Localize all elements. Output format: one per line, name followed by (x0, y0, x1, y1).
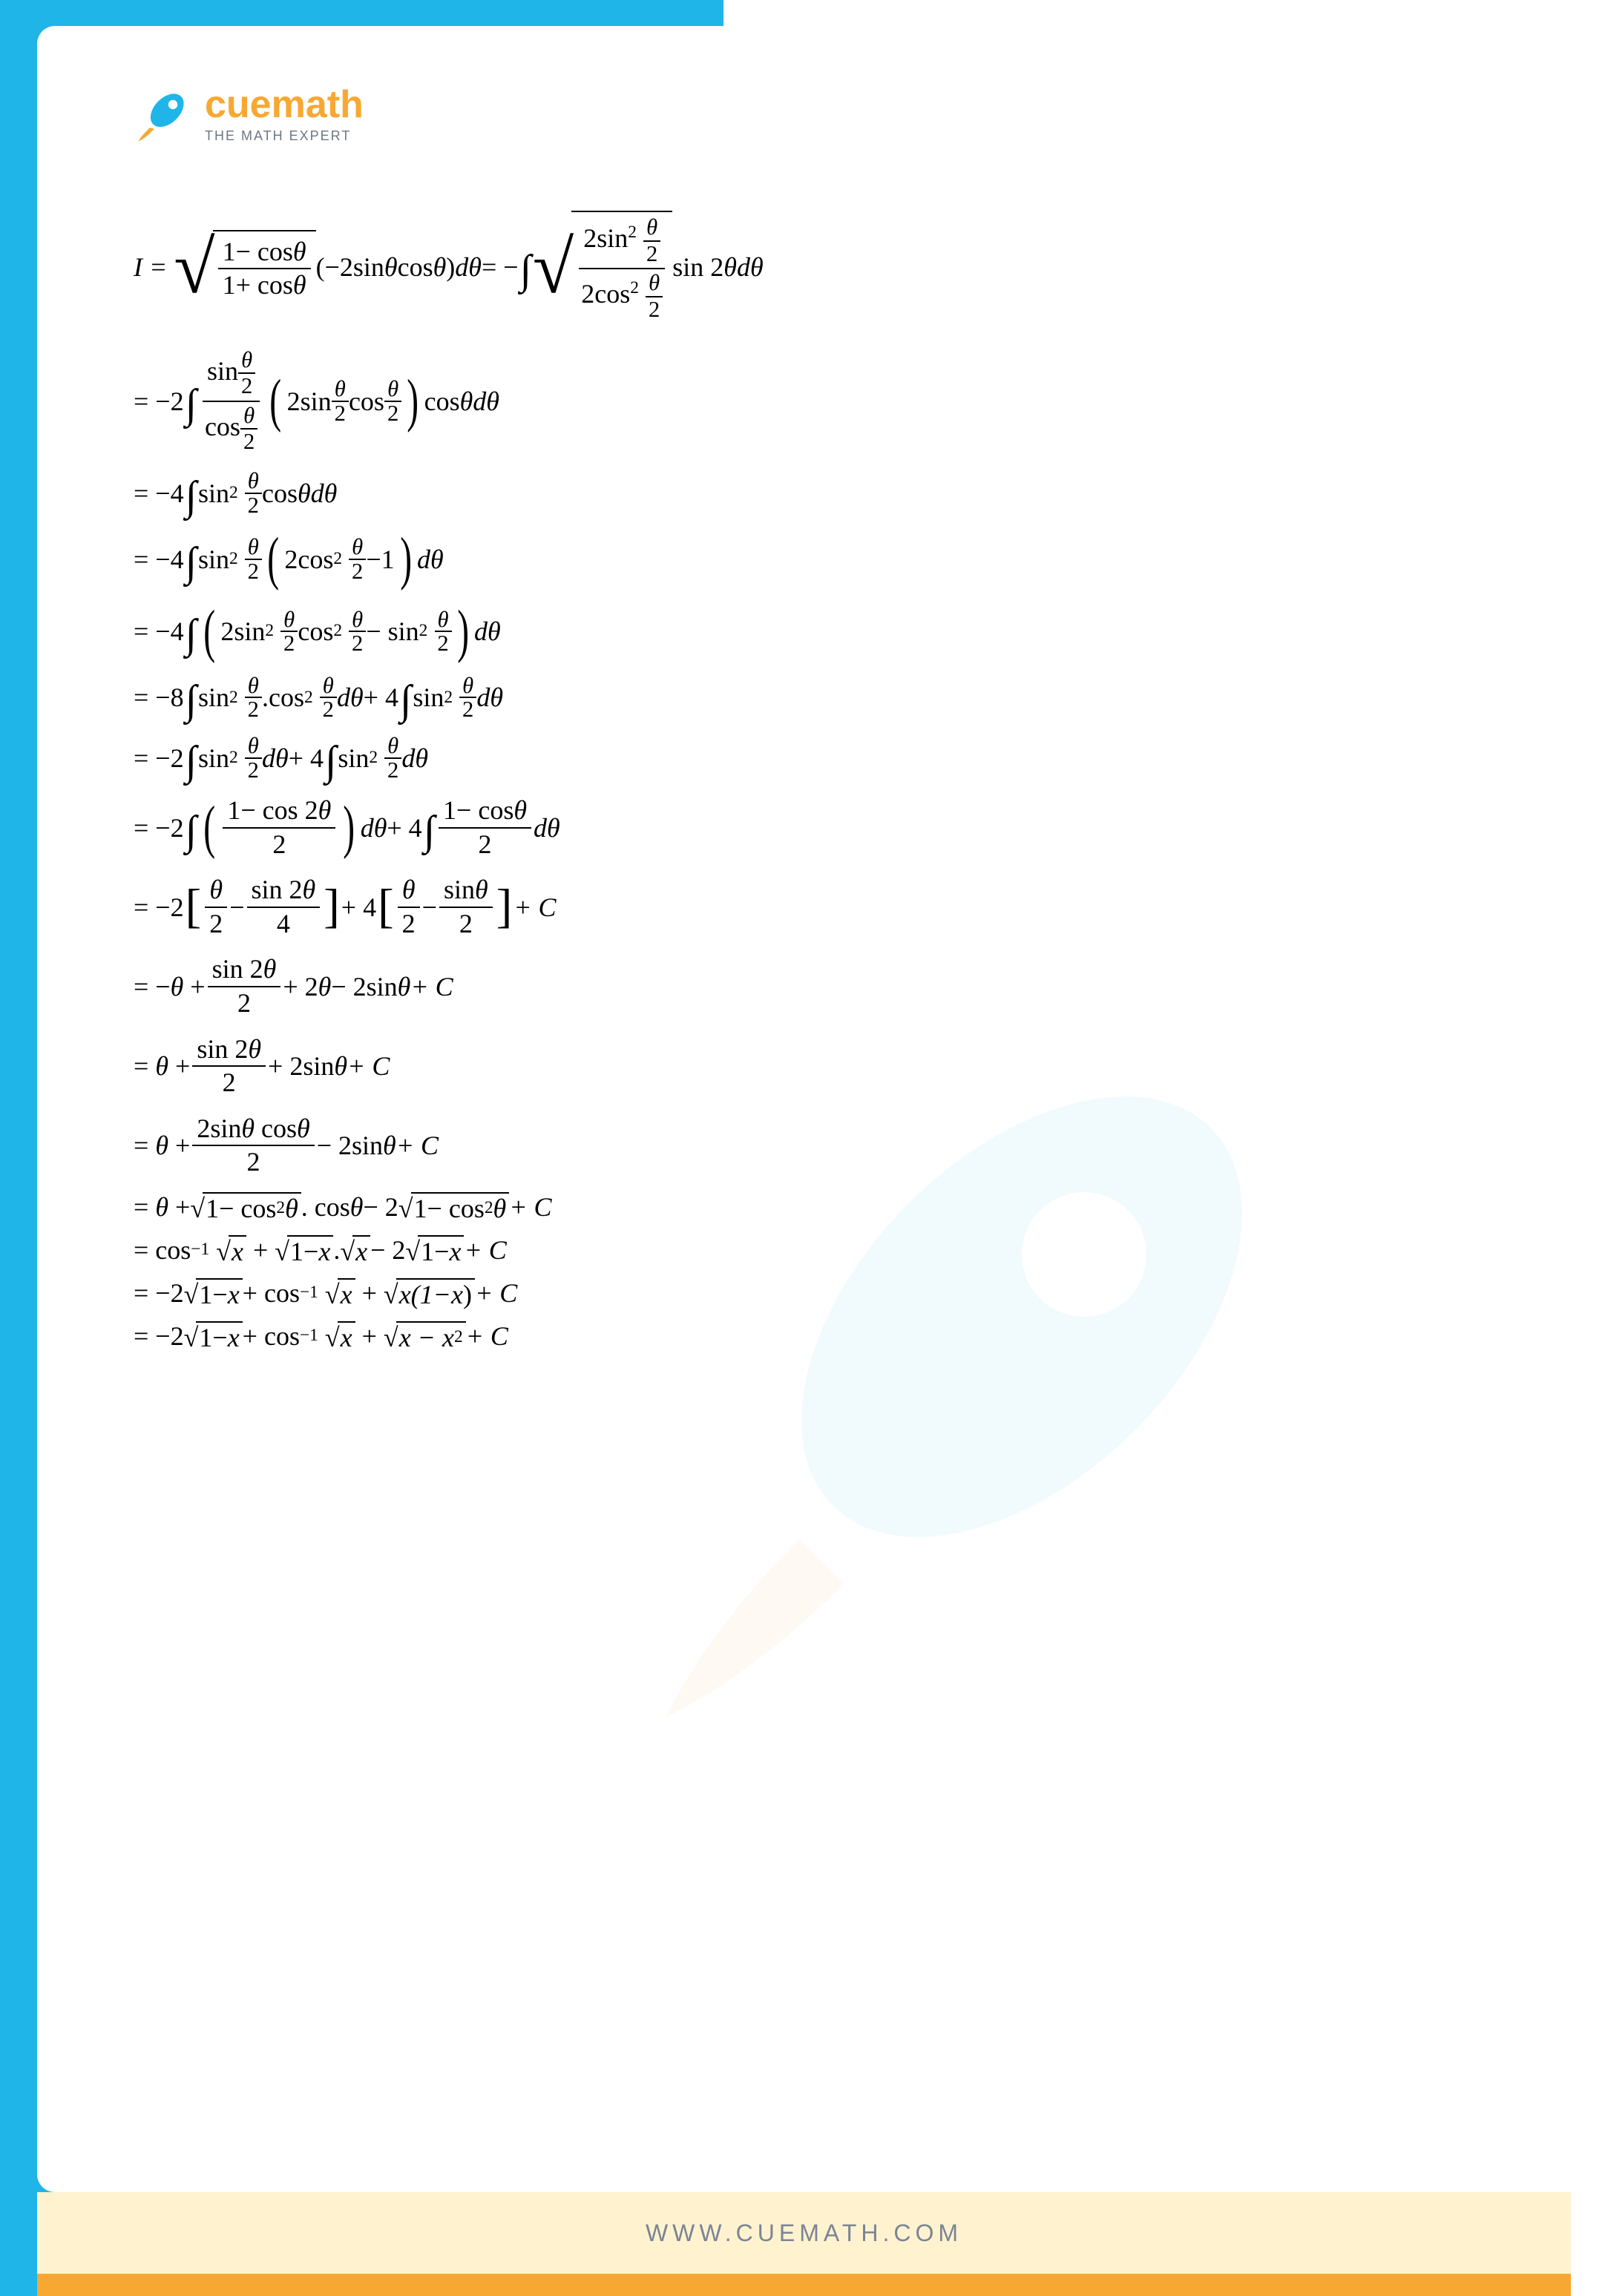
equation-line-9: = −2 [ θ2 −sin 2θ4 ] + 4 [ θ2 −sinθ2 ] +… (134, 874, 1474, 940)
logo-text: cuemath THE MATH EXPERT (205, 85, 364, 144)
equation-line-4: = −4∫sin2 θ2 (2cos2 θ2−1)dθ (134, 530, 1474, 588)
lhs-I: I = (134, 254, 167, 280)
equation-line-12: = θ + 2sinθ cosθ2 − 2sinθ + C (134, 1113, 1474, 1179)
brand-tagline: THE MATH EXPERT (205, 128, 364, 144)
sqrt-1: √ 1− cosθ 1+ cosθ (174, 230, 315, 305)
sqrt-2: √ 2sin2 θ2 2cos2 θ2 (533, 211, 672, 324)
rocket-icon (134, 86, 191, 144)
equation-line-6: = −8∫sin2 θ2.cos2 θ2dθ+ 4∫sin2 θ2dθ (134, 674, 1474, 721)
equation-line-8: = −2∫ (1− cos 2θ2)dθ + 4∫ 1− cosθ2dθ (134, 795, 1474, 861)
header-logo: cuemath THE MATH EXPERT (134, 85, 1474, 144)
equation-line-2: = −2∫ sinθ2 cosθ2 ( 2sinθ2cosθ2 ) cosθdθ (134, 346, 1474, 457)
equation-line-14: = cos−1 √x + √1−x . √x − 2 √1−x + C (134, 1235, 1474, 1265)
footer-url: WWW.CUEMATH.COM (646, 2220, 962, 2247)
equation-line-13: = θ + √1− cos2θ . cosθ − 2 √1− cos2θ + C (134, 1192, 1474, 1222)
equation-line-7: = −2∫sin2 θ2dθ+ 4∫sin2 θ2dθ (134, 734, 1474, 781)
equation-line-10: = −θ + sin 2θ2 + 2θ − 2sinθ + C (134, 953, 1474, 1019)
equation-line-1: I = √ 1− cosθ 1+ cosθ (−2sinθ cosθ) dθ =… (134, 211, 1474, 324)
footer-band: WWW.CUEMATH.COM (37, 2192, 1571, 2274)
bottom-bar (37, 2274, 1571, 2296)
math-content: I = √ 1− cosθ 1+ cosθ (−2sinθ cosθ) dθ =… (134, 211, 1474, 1351)
equation-line-5: = −4∫ (2sin2 θ2cos2 θ2− sin2 θ2)dθ (134, 602, 1474, 661)
equation-line-3: = −4∫sin2 θ2cosθdθ (134, 470, 1474, 516)
brand-name: cuemath (205, 85, 364, 124)
equation-line-15: = −2 √1−x + cos−1 √x + √x(1−x) + C (134, 1278, 1474, 1308)
page-wrapper: cuemath THE MATH EXPERT I = √ 1− cosθ 1+… (0, 0, 1608, 2296)
equation-line-11: = θ + sin 2θ2 + 2sinθ + C (134, 1033, 1474, 1099)
equation-line-16: = −2 √1−x + cos−1 √x + √x − x2 + C (134, 1321, 1474, 1351)
document-page: cuemath THE MATH EXPERT I = √ 1− cosθ 1+… (37, 26, 1571, 2192)
